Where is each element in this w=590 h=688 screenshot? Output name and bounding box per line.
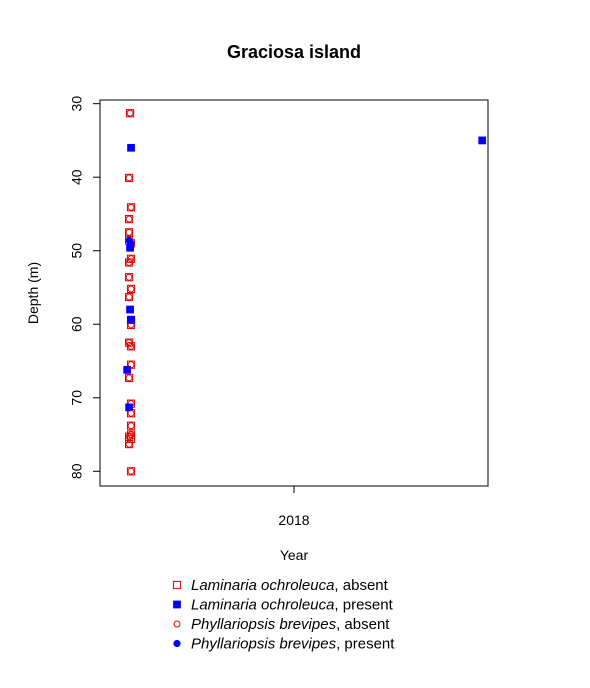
data-point — [126, 467, 136, 476]
data-point — [127, 342, 135, 350]
data-points — [123, 109, 487, 476]
x-tick-label: 2018 — [278, 512, 309, 528]
legend-status: , present — [334, 597, 393, 614]
legend-species: Laminaria ochroleuca — [191, 597, 334, 614]
legend-marker — [173, 639, 181, 648]
legend-entry: Laminaria ochroleuca, present — [173, 597, 394, 614]
y-tick-label: 80 — [69, 463, 85, 479]
y-tick-label: 70 — [69, 390, 85, 406]
legend-entry: Phyllariopsis brevipes, absent — [173, 616, 390, 633]
data-point — [127, 431, 135, 439]
legend-label: Phyllariopsis brevipes, present — [191, 636, 395, 653]
data-point — [126, 342, 136, 351]
legend-entry: Laminaria ochroleuca, absent — [172, 577, 389, 594]
y-tick-label: 50 — [69, 243, 85, 259]
data-point — [125, 293, 133, 301]
data-point — [478, 136, 486, 145]
chart-title: Graciosa island — [227, 42, 361, 62]
legend-label: Laminaria ochroleuca, absent — [191, 577, 389, 594]
legend-species: Laminaria ochroleuca — [191, 577, 334, 594]
data-point — [125, 228, 133, 236]
legend-label: Laminaria ochroleuca, present — [191, 597, 394, 614]
data-point — [127, 316, 135, 324]
data-point — [125, 373, 134, 383]
legend-label: Phyllariopsis brevipes, absent — [191, 616, 390, 633]
data-point — [127, 144, 135, 152]
data-point — [126, 284, 136, 294]
data-point — [127, 203, 135, 211]
data-point — [127, 255, 135, 263]
data-point — [125, 215, 134, 224]
y-axis-label: Depth (m) — [25, 262, 41, 324]
data-point — [125, 215, 133, 223]
legend-status: , absent — [336, 616, 390, 633]
data-point — [127, 361, 135, 369]
data-point — [125, 339, 133, 347]
data-point — [127, 422, 135, 430]
legend-status: , absent — [334, 577, 388, 594]
data-point — [125, 258, 134, 267]
data-point — [125, 439, 134, 449]
y-tick-label: 40 — [69, 169, 85, 185]
data-point — [125, 273, 133, 281]
data-point — [125, 273, 134, 282]
data-point — [125, 109, 135, 118]
x-axis-label: Year — [280, 547, 309, 563]
data-point — [125, 173, 134, 183]
legend-species: Phyllariopsis brevipes — [191, 636, 337, 653]
legend-species: Phyllariopsis brevipes — [191, 616, 337, 633]
data-point — [123, 366, 131, 374]
plot-area — [99, 99, 489, 487]
data-point — [126, 305, 134, 314]
x-axis: 2018 — [278, 486, 310, 528]
data-point — [126, 360, 136, 369]
legend-marker — [173, 600, 181, 609]
data-point — [126, 109, 134, 117]
data-point — [127, 467, 135, 475]
data-point — [126, 203, 136, 212]
y-axis: 30 40 50 60 70 80 — [69, 96, 100, 479]
data-point — [125, 292, 134, 302]
data-point — [125, 258, 133, 266]
data-point — [127, 285, 135, 293]
legend-status: , present — [336, 636, 395, 653]
legend-marker — [173, 620, 181, 628]
data-point — [125, 374, 133, 382]
data-point — [126, 244, 134, 252]
data-point — [125, 403, 133, 411]
legend-marker — [172, 580, 182, 590]
data-point — [125, 433, 133, 441]
y-tick-label: 60 — [69, 316, 85, 332]
data-point — [125, 174, 133, 182]
y-tick-label: 30 — [69, 96, 85, 112]
data-point — [126, 421, 136, 430]
legend-entry: Phyllariopsis brevipes, present — [173, 636, 395, 653]
data-point — [125, 440, 133, 448]
data-point — [125, 228, 134, 237]
